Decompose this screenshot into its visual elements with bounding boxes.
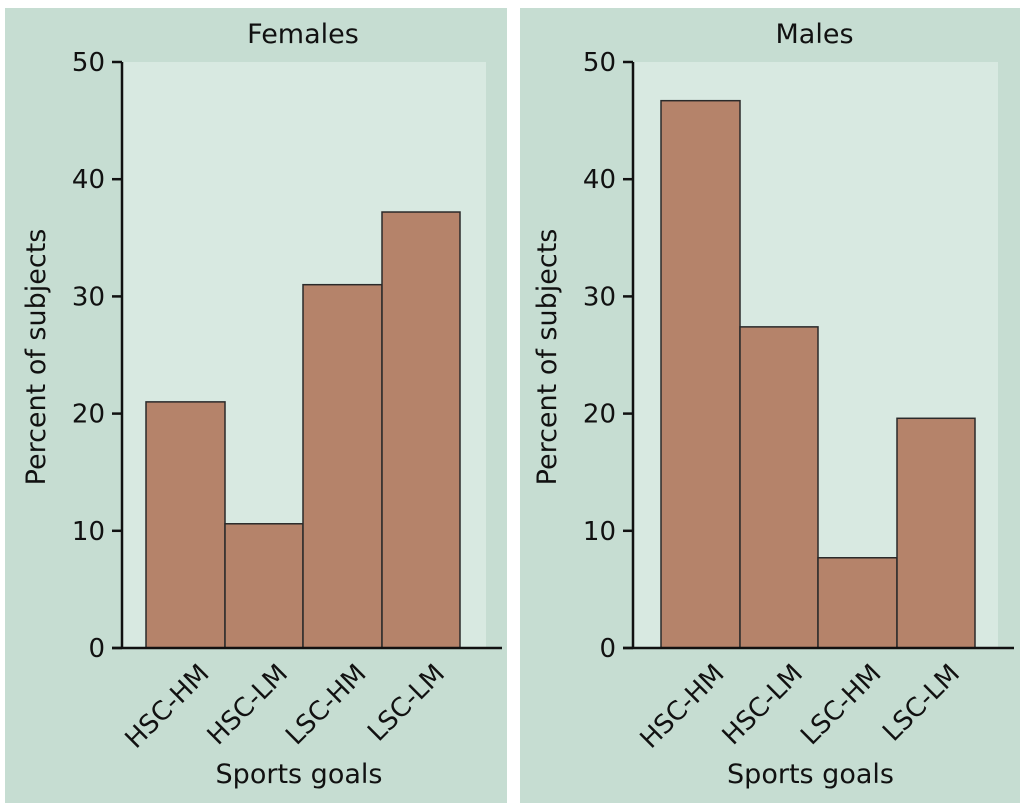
bar-hsc-lm: [224, 523, 304, 649]
chart-panel-females: Females01020304050HSC-HMHSC-LMLSC-HMLSC-…: [5, 8, 507, 803]
x-axis-title: Sports goals: [727, 759, 894, 790]
y-tick-label: 50: [72, 48, 105, 78]
y-tick-label: 10: [72, 517, 105, 547]
y-axis-title: Percent of subjects: [532, 229, 563, 486]
y-tick-label: 0: [88, 634, 105, 664]
bar-hsc-hm: [145, 401, 226, 649]
y-tick-label: 20: [583, 400, 616, 430]
chart-panel-males: Males01020304050HSC-HMHSC-LMLSC-HMLSC-LM…: [520, 8, 1020, 803]
y-tick-label: 30: [583, 282, 616, 312]
y-tick-label: 40: [72, 165, 105, 195]
y-tick-label: 40: [583, 165, 616, 195]
x-axis-title: Sports goals: [216, 759, 383, 790]
bar-hsc-lm: [739, 326, 819, 649]
bar-lsc-lm: [381, 211, 461, 649]
bar-lsc-hm: [302, 283, 383, 649]
y-tick-label: 10: [583, 517, 616, 547]
chart-title: Females: [247, 19, 359, 50]
y-tick-label: 50: [583, 48, 616, 78]
bar-lsc-hm: [817, 557, 898, 649]
chart-title: Males: [775, 19, 853, 50]
y-tick-label: 20: [72, 400, 105, 430]
y-axis-title: Percent of subjects: [21, 229, 52, 486]
y-tick-label: 0: [599, 634, 616, 664]
y-tick-label: 30: [72, 282, 105, 312]
bar-lsc-lm: [896, 417, 976, 649]
bar-hsc-hm: [660, 99, 741, 649]
